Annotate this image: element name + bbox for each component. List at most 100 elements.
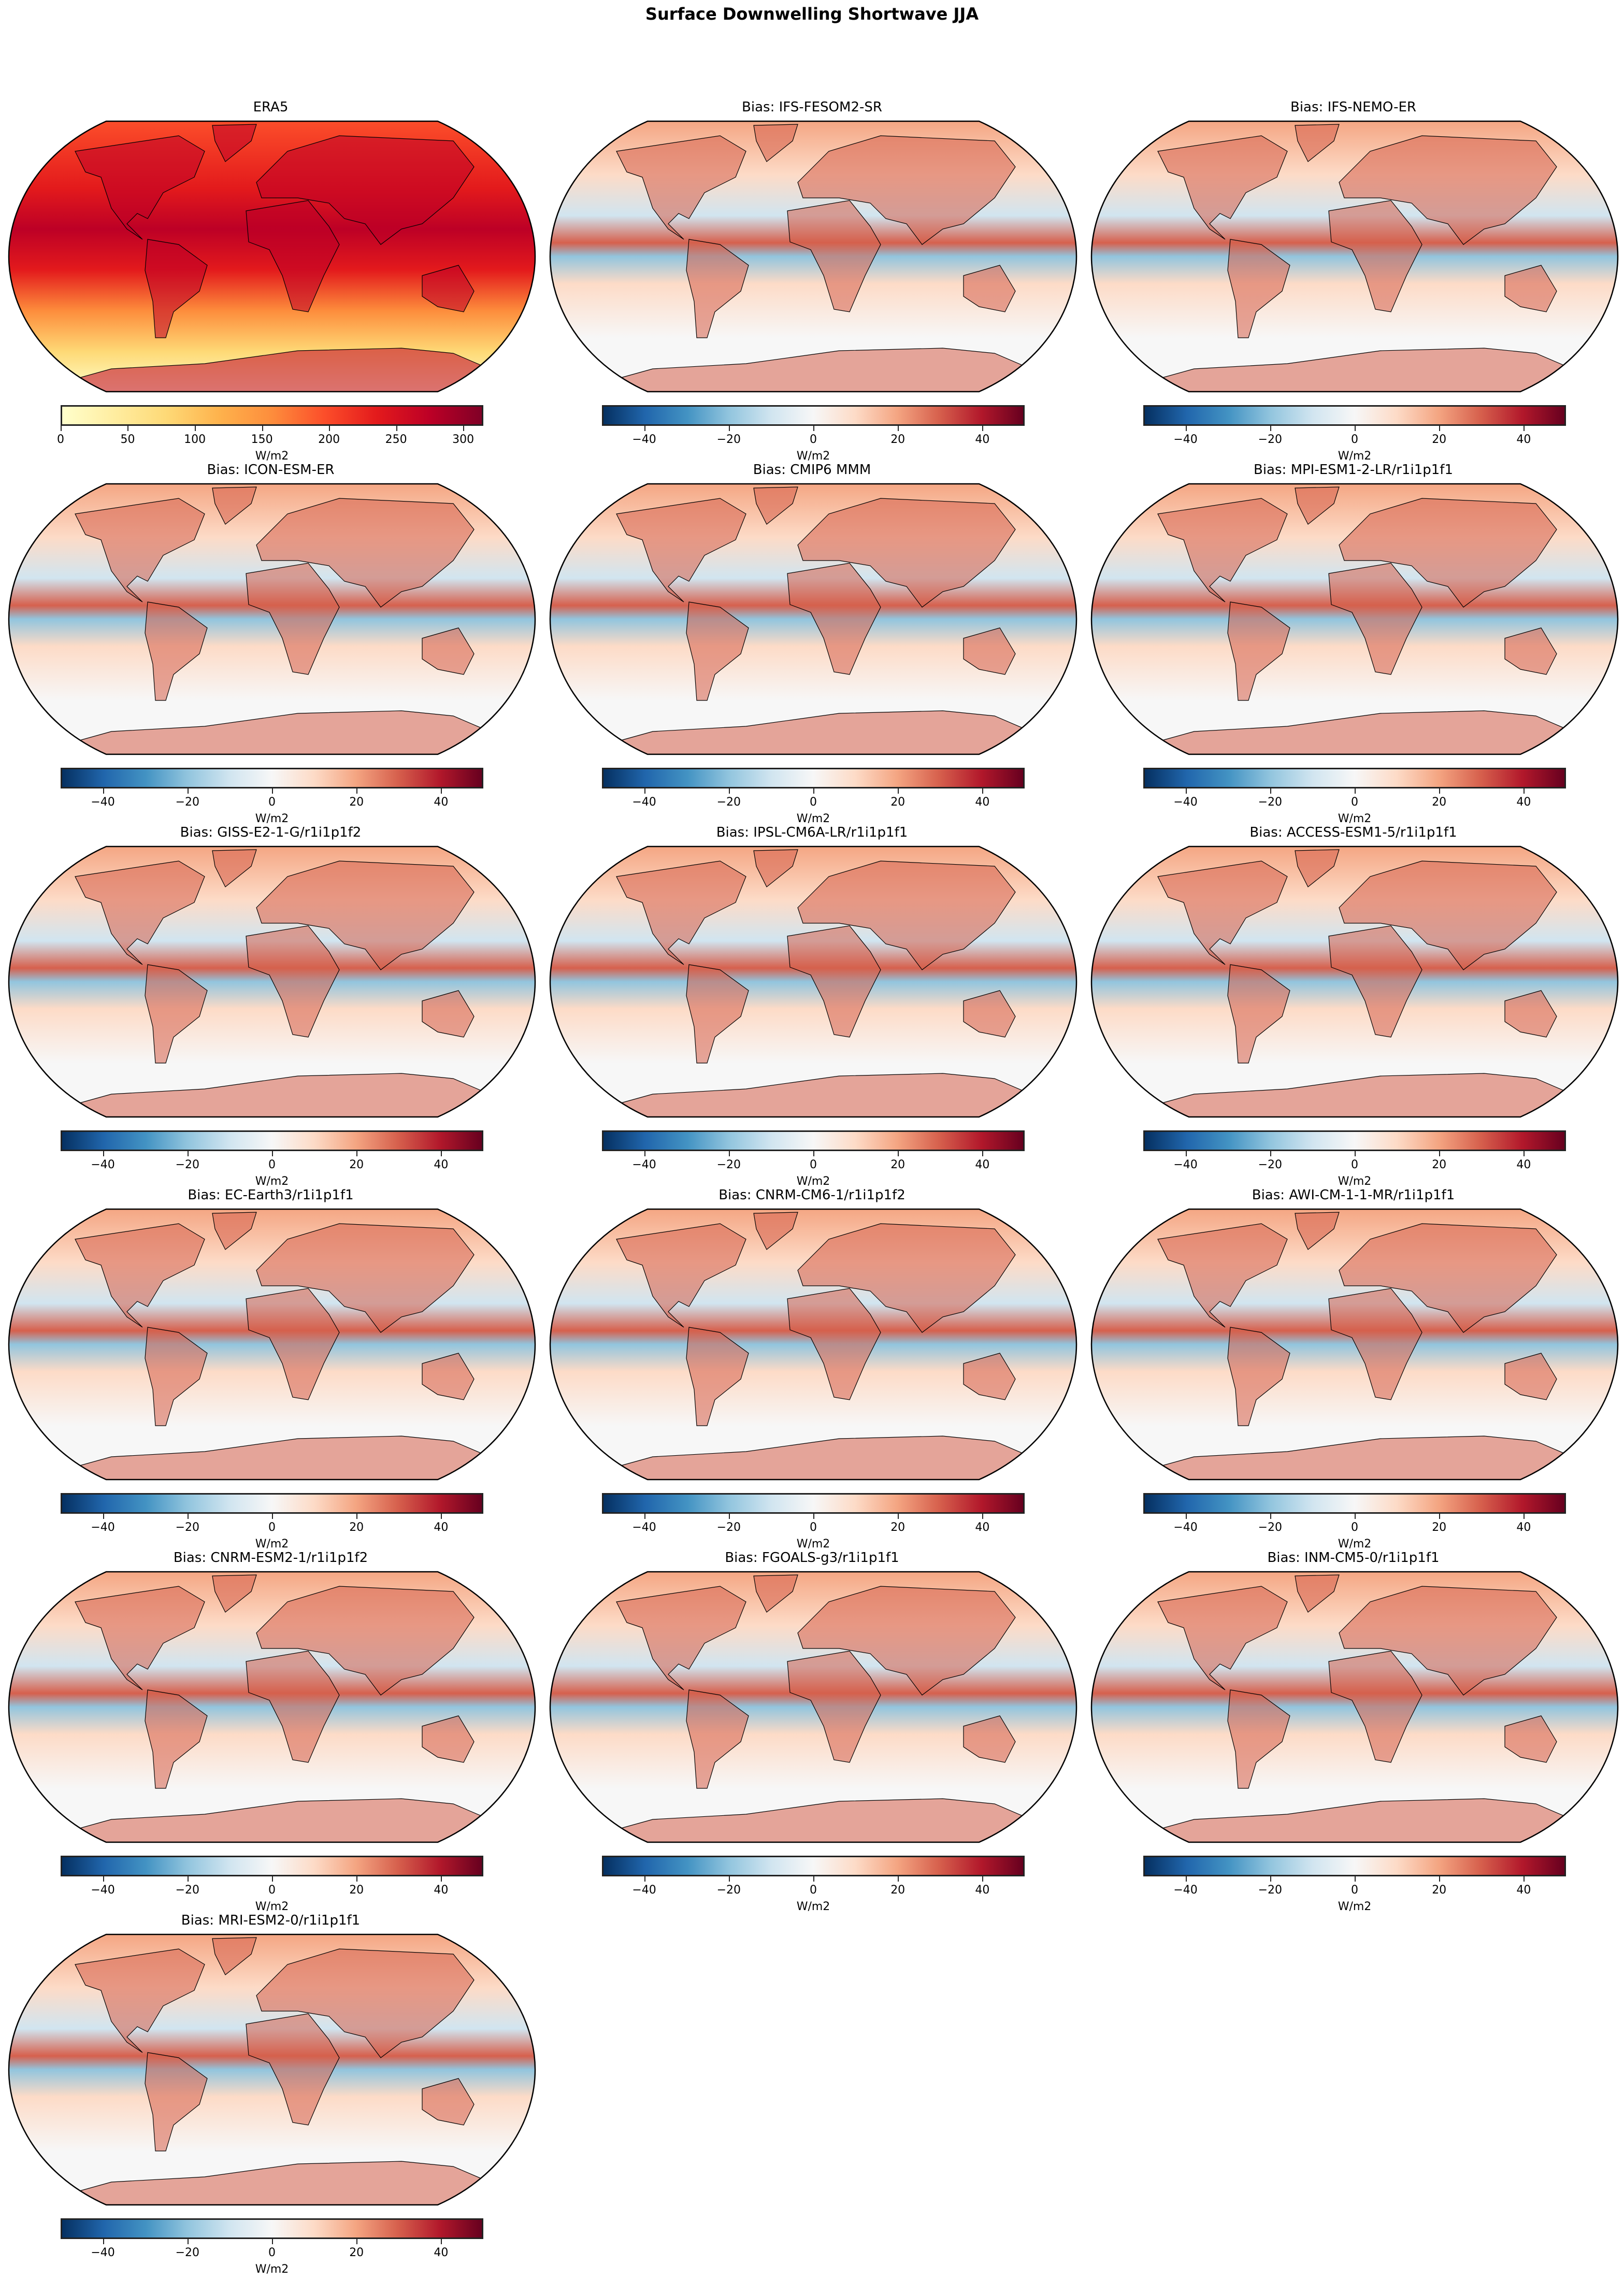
north-america [75, 860, 205, 965]
antarctica [1091, 1436, 1610, 1480]
map-area [1090, 483, 1619, 755]
map-area [1090, 845, 1619, 1118]
panel-title: Bias: IFS-FESOM2-SR [742, 99, 882, 115]
colorbar-tick [728, 788, 730, 794]
greenland [753, 849, 798, 887]
africa [787, 1288, 881, 1400]
antarctica [9, 2161, 527, 2205]
north-america [616, 1586, 746, 1690]
australia [963, 265, 1016, 312]
robinson-map [549, 483, 1077, 755]
map-panel: Bias: INM-CM5-0/r1i1p1f1 −4 [1083, 1544, 1624, 1913]
colorbar [61, 1130, 483, 1151]
robinson-map [8, 1571, 536, 1843]
colorbar-tick-label: 0 [1351, 796, 1358, 809]
colorbar-ticks: −40 −20 0 20 40 [61, 1151, 483, 1177]
colorbar-ticks: −40 −20 0 20 40 [1143, 1151, 1566, 1177]
colorbar-ticks: −40 −20 0 20 40 [1143, 788, 1566, 814]
colorbar-tick-label: −20 [175, 1521, 200, 1534]
colorbar-tick [441, 1151, 442, 1156]
panel-title: Bias: CNRM-CM6-1/r1i1p1f2 [718, 1187, 906, 1203]
north-america [75, 1948, 205, 2053]
eurasia [1339, 1223, 1557, 1333]
africa [246, 1288, 340, 1400]
colorbar-tick [1524, 1876, 1525, 1882]
colorbar-tick [356, 1514, 358, 1519]
map-panel: ERA5 0 50 1 [0, 93, 541, 463]
colorbar-tick-label: 0 [268, 2246, 276, 2259]
colorbar-tick [272, 1514, 273, 1519]
eurasia [256, 860, 475, 970]
eurasia [256, 1948, 475, 2058]
colorbar-tick-label: −20 [716, 1884, 741, 1897]
colorbar-tick-label: 40 [434, 1884, 449, 1897]
colorbar-tick [1185, 1876, 1187, 1882]
colorbar-tick-label: −20 [716, 1521, 741, 1534]
colorbar-tick-label: −40 [91, 2246, 115, 2259]
south-america [686, 601, 749, 701]
colorbar-tick-label: 150 [251, 433, 273, 446]
north-america [75, 135, 205, 240]
map-area [8, 845, 536, 1118]
north-america [75, 1586, 205, 1690]
colorbar-tick [982, 1876, 984, 1882]
colorbar-tick [898, 1876, 899, 1882]
colorbar-tick-label: 40 [975, 796, 990, 809]
colorbar [61, 768, 483, 788]
colorbar-tick-label: 0 [268, 1521, 276, 1534]
colorbar-tick-label: −40 [91, 796, 115, 809]
colorbar-tick-label: 0 [1351, 1158, 1358, 1171]
colorbar-tick-label: 40 [434, 1158, 449, 1171]
australia [1504, 1353, 1557, 1400]
eurasia [1339, 1586, 1557, 1696]
robinson-map [1090, 1571, 1619, 1843]
australia [422, 990, 475, 1038]
greenland [212, 1937, 257, 1975]
eurasia [797, 1586, 1016, 1696]
eurasia [256, 1586, 475, 1696]
africa [1328, 1651, 1422, 1763]
australia [1504, 627, 1557, 675]
colorbar-tick-label: −20 [175, 1884, 200, 1897]
colorbar-tick [813, 788, 814, 794]
colorbar-tick-label: 0 [810, 1521, 817, 1534]
australia [1504, 1715, 1557, 1763]
australia [963, 990, 1016, 1038]
colorbar-ticks: −40 −20 0 20 40 [61, 2239, 483, 2265]
robinson-map [8, 845, 536, 1118]
colorbar-tick [728, 1876, 730, 1882]
antarctica [9, 1073, 527, 1117]
robinson-map [8, 120, 536, 393]
colorbar-tick [1355, 1151, 1356, 1156]
north-america [1157, 135, 1288, 240]
greenland [753, 1574, 798, 1613]
greenland [212, 1212, 257, 1250]
colorbar-ticks: −40 −20 0 20 40 [61, 1876, 483, 1902]
antarctica [1091, 1073, 1610, 1117]
panel-title: Bias: CNRM-ESM2-1/r1i1p1f2 [173, 1550, 368, 1566]
africa [1328, 563, 1422, 675]
eurasia [797, 1223, 1016, 1333]
robinson-map [1090, 483, 1619, 755]
map-area [1090, 1571, 1619, 1843]
colorbar [61, 1493, 483, 1514]
colorbar-tick [1439, 426, 1441, 431]
australia [963, 1353, 1016, 1400]
colorbar [602, 1856, 1025, 1876]
map-area [8, 120, 536, 393]
colorbar [1143, 405, 1566, 426]
colorbar-tick-label: 20 [349, 1884, 364, 1897]
map-area [1090, 1208, 1619, 1481]
colorbar [1143, 1493, 1566, 1514]
colorbar-tick [272, 1151, 273, 1156]
colorbar-tick-label: −40 [91, 1521, 115, 1534]
greenland [1295, 849, 1340, 887]
colorbar-tick [1439, 788, 1441, 794]
colorbar-tick-label: −40 [632, 1884, 656, 1897]
colorbar-tick [1355, 1876, 1356, 1882]
panel-title: Bias: INM-CM5-0/r1i1p1f1 [1267, 1550, 1440, 1566]
colorbar-tick-label: 0 [810, 433, 817, 446]
colorbar-label: W/m2 [255, 812, 289, 825]
australia [422, 1353, 475, 1400]
eurasia [1339, 135, 1557, 245]
